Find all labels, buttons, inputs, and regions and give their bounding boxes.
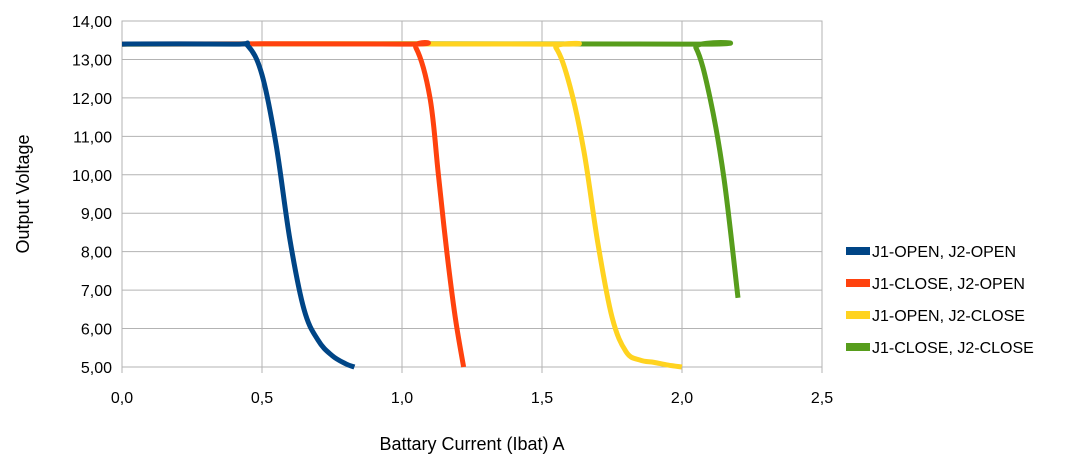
x-axis-title: Battary Current (Ibat) A <box>379 434 564 454</box>
series-line-1 <box>121 40 356 370</box>
y-tick-label: 9,00 <box>81 206 112 223</box>
legend-item: J1-CLOSE, J2-OPEN <box>846 276 1025 293</box>
plot-border <box>121 20 823 368</box>
x-tick-label: 2,0 <box>671 390 693 407</box>
legend-label: J1-CLOSE, J2-CLOSE <box>872 340 1034 357</box>
legend-label: J1-CLOSE, J2-OPEN <box>872 276 1025 293</box>
y-tick-label: 5,00 <box>81 360 112 377</box>
legend-item: J1-OPEN, J2-CLOSE <box>846 308 1025 325</box>
y-tick-label: 14,00 <box>72 14 112 31</box>
legend-label: J1-OPEN, J2-CLOSE <box>872 308 1025 325</box>
legend-swatch <box>846 247 870 255</box>
legend-swatch <box>846 279 870 287</box>
y-axis-ticks: 5,00 6,00 7,00 8,00 9,00 10,00 11,00 12,00 13,00… <box>72 14 112 377</box>
legend-item: J1-CLOSE, J2-CLOSE <box>846 340 1034 357</box>
y-tick-label: 11,00 <box>73 129 112 146</box>
y-tick-label: 13,00 <box>72 52 112 69</box>
legend-label: J1-OPEN, J2-OPEN <box>872 244 1016 261</box>
x-axis-ticks: 0,0 0,5 1,0 1,5 2,0 2,5 <box>111 367 833 407</box>
series-lines <box>121 40 741 370</box>
legend-item: J1-OPEN, J2-OPEN <box>846 244 1016 261</box>
y-tick-label: 10,00 <box>72 168 112 185</box>
legend-swatch <box>846 311 870 319</box>
y-tick-label: 7,00 <box>81 283 112 300</box>
series-line-4 <box>121 40 741 299</box>
y-tick-label: 6,00 <box>81 322 112 339</box>
x-tick-label: 2,5 <box>811 390 833 407</box>
series-line-2 <box>121 40 467 368</box>
y-tick-label: 12,00 <box>72 91 112 108</box>
series-line-3 <box>121 40 683 370</box>
x-tick-label: 0,0 <box>111 390 133 407</box>
chart-grid <box>121 20 823 368</box>
chart-legend: J1-OPEN, J2-OPEN J1-CLOSE, J2-OPEN J1-OPEN… <box>846 244 1034 357</box>
y-tick-label: 8,00 <box>81 245 112 262</box>
legend-swatch <box>846 343 870 351</box>
plot-area <box>121 20 823 368</box>
y-axis-title: Output Voltage <box>13 134 33 253</box>
x-tick-label: 1,5 <box>531 390 553 407</box>
x-tick-label: 1,0 <box>391 390 413 407</box>
x-tick-label: 0,5 <box>251 390 273 407</box>
